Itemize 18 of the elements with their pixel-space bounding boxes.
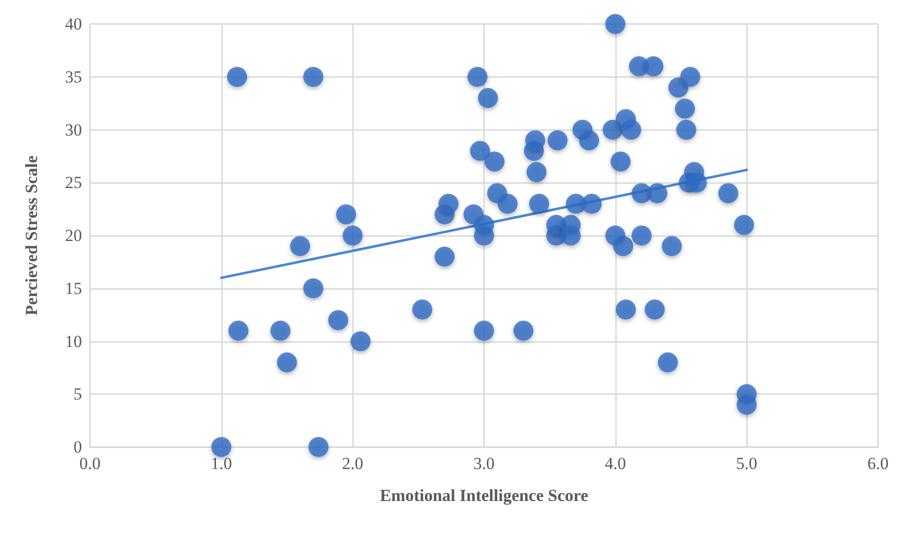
y-tick-label: 15 — [65, 278, 82, 298]
x-tick-label: 2.0 — [342, 454, 364, 473]
y-tick-label: 25 — [65, 173, 82, 192]
x-tick-label: 1.0 — [210, 454, 232, 473]
y-tick-label: 40 — [65, 14, 82, 34]
y-tick-label: 0 — [74, 438, 82, 456]
y-tick-label: 20 — [65, 226, 82, 245]
y-tick-label: 30 — [65, 120, 82, 140]
y-tick-label: 10 — [65, 332, 82, 351]
y-tick-label: 35 — [65, 67, 82, 86]
x-tick-label: 5.0 — [736, 454, 758, 473]
x-axis-title: Emotional Intelligence Score — [380, 486, 589, 505]
x-tick-label: 0.0 — [79, 454, 101, 473]
x-tick-label: 3.0 — [473, 454, 495, 473]
y-axis-title: Percieved Stress Scale — [22, 155, 41, 316]
x-tick-label: 4.0 — [604, 454, 626, 473]
x-tick-label: 6.0 — [867, 454, 889, 473]
y-tick-label: 5 — [74, 384, 82, 404]
